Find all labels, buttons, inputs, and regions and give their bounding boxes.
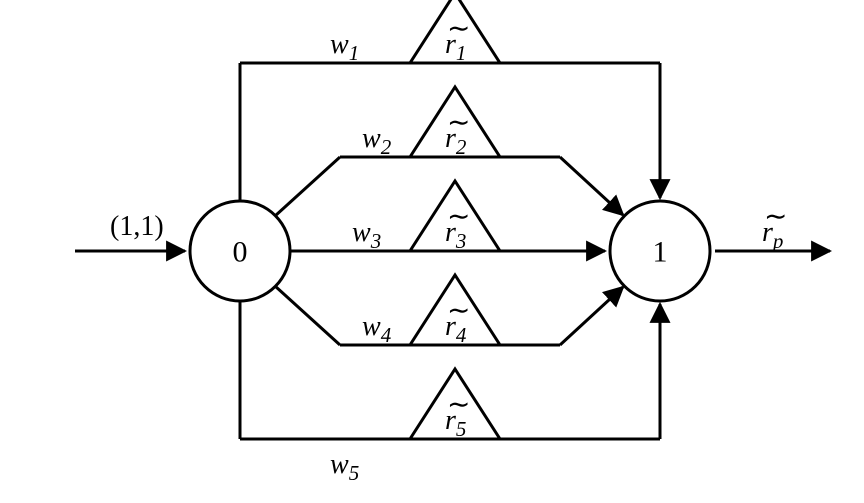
edge-label-e2b: w2 [362,123,392,159]
edge-label-e3: w3 [352,217,381,253]
node-label-n1: 1 [653,236,668,269]
edge-e4a [275,286,340,345]
node-label-n0: 0 [233,236,248,269]
edge-e4c [560,287,623,345]
edge-label-e1b: w1 [330,29,359,65]
edge-e2c [560,157,623,215]
edge-label-out: ∼rp [762,202,787,253]
edge-label-e4b: w4 [362,311,392,347]
network-diagram: ∼r1∼r2∼r3∼r4∼r5 0 1 (1,1) ∼rp w1 w2 w3 w4 w5 [0,0,864,503]
edge-label-e5b: w5 [330,449,359,485]
edge-label-in: (1,1) [110,211,164,242]
triangles-layer: ∼r1∼r2∼r3∼r4∼r5 [410,0,500,441]
edge-e2a [275,157,340,216]
